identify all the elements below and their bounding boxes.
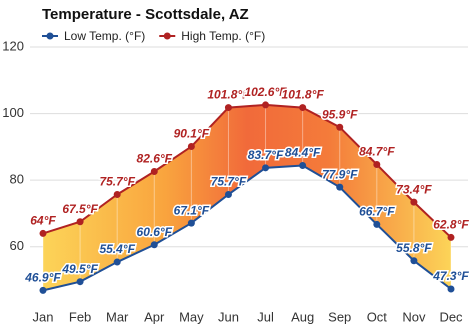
y-tick-label: 120 <box>2 38 24 53</box>
y-tick-label: 60 <box>10 238 24 253</box>
value-label: 90.1°F <box>174 127 210 141</box>
y-tick-label: 100 <box>2 105 24 120</box>
value-label: 95.9°F <box>322 107 358 121</box>
data-point <box>224 190 232 198</box>
value-label: 46.9°F <box>24 271 61 285</box>
data-point <box>76 278 84 286</box>
legend-marker <box>46 32 54 40</box>
data-point <box>373 161 381 169</box>
range-fill <box>43 104 451 291</box>
data-point <box>410 198 418 206</box>
series-line <box>42 103 452 239</box>
value-label: 67.1°F <box>174 203 210 217</box>
data-point <box>150 241 158 249</box>
data-point <box>113 258 121 266</box>
value-label: 55.8°F <box>396 241 432 255</box>
data-point <box>299 162 307 170</box>
value-label: 64°F <box>30 214 56 228</box>
value-label: 67.5°F <box>62 202 98 216</box>
value-label: 55.4°F <box>99 242 135 256</box>
y-tick-label: 80 <box>10 172 24 187</box>
chart-title: Temperature - Scottsdale, AZ <box>42 6 249 23</box>
data-point <box>76 218 84 226</box>
data-point <box>299 104 307 112</box>
data-point <box>113 190 121 198</box>
data-point <box>447 285 455 293</box>
x-tick-label: Apr <box>144 309 165 324</box>
value-label: 66.7°F <box>359 205 395 219</box>
data-point <box>187 219 195 227</box>
data-point <box>447 233 455 241</box>
x-tick-label: Jul <box>257 309 274 324</box>
value-label: 84.4°F <box>285 146 321 160</box>
series-line <box>42 164 452 292</box>
data-point <box>39 229 47 237</box>
legend-label: High Temp. (°F) <box>181 29 265 43</box>
value-label: 82.6°F <box>137 152 173 166</box>
value-label: 101.8°F <box>282 88 325 102</box>
value-label: 83.7°F <box>248 148 284 162</box>
data-point <box>373 220 381 228</box>
data-point <box>336 123 344 131</box>
legend: Low Temp. (°F) High Temp. (°F) <box>42 29 265 43</box>
data-point <box>410 257 418 265</box>
value-label: 62.8°F <box>433 218 469 232</box>
x-tick-label: Dec <box>439 309 463 324</box>
value-label: 84.7°F <box>359 145 395 159</box>
legend-label: Low Temp. (°F) <box>64 29 145 43</box>
data-point <box>150 167 158 175</box>
data-point <box>336 183 344 191</box>
x-tick-label: Jan <box>33 309 54 324</box>
x-tick-label: Mar <box>106 309 129 324</box>
x-tick-label: May <box>179 309 204 324</box>
value-label: 60.6°F <box>137 225 173 239</box>
value-label: 77.9°F <box>322 167 358 181</box>
data-point <box>262 101 270 109</box>
value-label: 73.4°F <box>396 182 432 196</box>
x-tick-label: Aug <box>291 309 314 324</box>
value-label: 101.8°F <box>207 88 250 102</box>
legend-marker <box>163 32 171 40</box>
data-point <box>39 286 47 294</box>
value-label: 75.7°F <box>211 175 247 189</box>
data-point <box>262 164 270 172</box>
x-tick-label: Sep <box>328 309 351 324</box>
value-label: 75.7°F <box>99 175 135 189</box>
data-point <box>187 143 195 151</box>
x-tick-label: Feb <box>69 309 91 324</box>
x-tick-label: Jun <box>218 309 239 324</box>
x-tick-label: Oct <box>367 309 388 324</box>
value-label: 47.3°F <box>432 269 469 283</box>
x-tick-label: Nov <box>402 309 426 324</box>
value-label: 49.5°F <box>61 262 98 276</box>
value-label: 102.6°F <box>244 85 287 99</box>
data-point <box>224 104 232 112</box>
